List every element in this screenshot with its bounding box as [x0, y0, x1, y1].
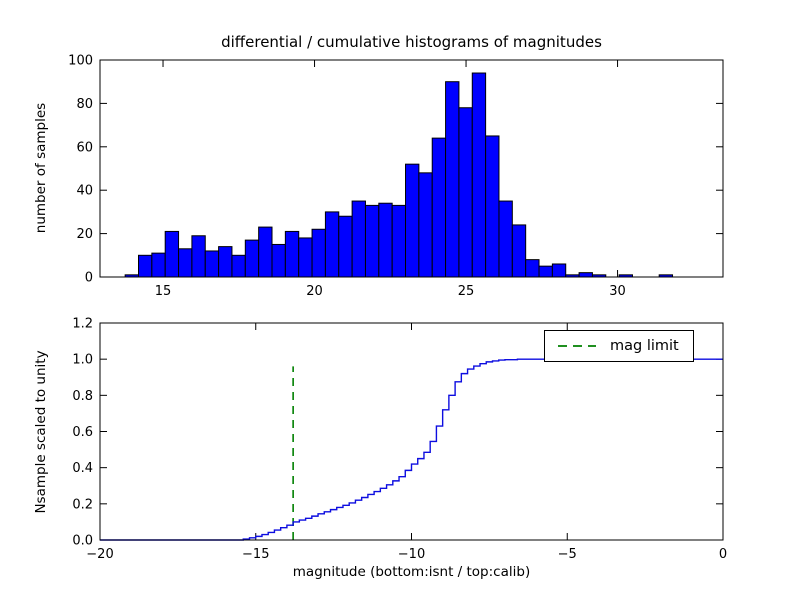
legend: mag limit [544, 330, 694, 362]
cumulative-curve [100, 358, 723, 541]
y-tick-label: 80 [76, 97, 93, 112]
y-tick-label: 60 [76, 140, 93, 155]
legend-label: mag limit [610, 338, 679, 354]
hist-bar [364, 204, 380, 278]
hist-bar [538, 265, 553, 278]
hist-bar [138, 254, 153, 278]
hist-bar [551, 263, 567, 278]
hist-bar [204, 250, 220, 278]
hist-bar [351, 200, 366, 278]
y-tick-label: 40 [76, 184, 93, 199]
x-tick-label: −20 [86, 547, 113, 562]
hist-bar [511, 224, 527, 278]
hist-bar [431, 137, 447, 278]
y-tick-label: 1.0 [72, 353, 93, 368]
hist-bar [458, 107, 473, 278]
plot-title: differential / cumulative histograms of … [221, 33, 602, 51]
hist-bar [578, 272, 593, 278]
hist-bar [498, 200, 513, 278]
y-tick-label: 1.2 [72, 317, 93, 332]
hist-bar [445, 81, 460, 278]
y-tick-label: 0.4 [72, 461, 93, 476]
legend-dashed-line-icon [558, 345, 596, 347]
hist-bar [151, 252, 166, 278]
hist-bar [391, 204, 407, 278]
hist-bar [164, 230, 180, 278]
y-tick-label: 0.8 [72, 389, 93, 404]
axes-spine [99, 59, 724, 278]
hist-bar [525, 259, 540, 278]
hist-bar [471, 72, 487, 278]
hist-bar [338, 215, 353, 278]
x-tick-label: 25 [458, 284, 475, 299]
x-axis-label: magnitude (bottom:isnt / top:calib) [292, 564, 531, 580]
hist-bar [191, 235, 206, 278]
x-tick-label: −5 [558, 547, 577, 562]
x-tick-label: −10 [398, 547, 425, 562]
x-tick-label: −15 [242, 547, 269, 562]
x-tick-label: 30 [609, 284, 626, 299]
hist-bar [218, 246, 233, 278]
y-tick-label: 0.0 [72, 534, 93, 549]
hist-bar [271, 243, 286, 278]
hist-bar [284, 230, 300, 278]
top-ylabel: number of samples [33, 102, 49, 234]
axes-spine [99, 322, 724, 541]
y-tick-label: 0 [85, 271, 93, 286]
y-tick-label: 0.6 [72, 425, 93, 440]
bottom-ylabel: Nsample scaled to unity [33, 350, 49, 514]
x-tick-label: 15 [155, 284, 172, 299]
hist-bar [231, 254, 246, 278]
y-tick-label: 0.2 [72, 497, 93, 512]
hist-bar [244, 239, 260, 278]
x-tick-label: 20 [306, 284, 323, 299]
hist-bar [324, 211, 340, 278]
x-tick-label: 0 [719, 547, 727, 562]
hist-bar [178, 248, 193, 278]
y-tick-label: 20 [76, 227, 93, 242]
hist-bar [258, 226, 273, 278]
hist-bar [298, 237, 313, 278]
y-tick-label: 100 [68, 54, 93, 69]
hist-bar [311, 228, 326, 278]
hist-bar [418, 172, 433, 278]
hist-bar [378, 202, 393, 278]
hist-bar [405, 163, 420, 278]
hist-bar [485, 135, 500, 278]
